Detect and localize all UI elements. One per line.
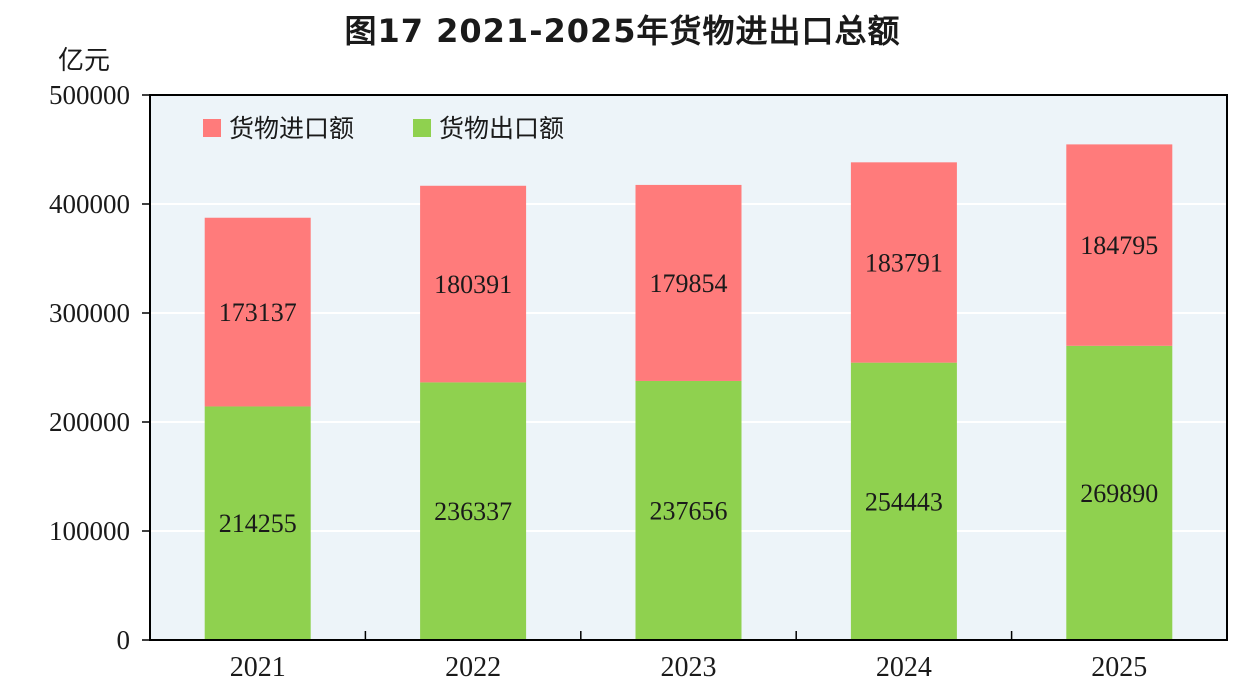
y-tick-label: 300000 <box>49 298 130 328</box>
x-tick-label: 2021 <box>230 652 286 683</box>
bar-import-2023 <box>635 184 742 381</box>
x-tick-label: 2023 <box>661 652 717 683</box>
bar-export-2024 <box>850 362 957 640</box>
data-label: 180391 <box>434 270 512 299</box>
y-tick-label: 0 <box>117 625 131 655</box>
y-tick-label: 100000 <box>49 516 130 546</box>
legend-label: 货物进口额 <box>229 114 354 143</box>
bar-export-2023 <box>635 380 742 640</box>
data-label: 173137 <box>219 298 297 327</box>
data-label: 179854 <box>650 269 728 298</box>
legend-swatch <box>413 119 431 137</box>
legend-swatch <box>203 119 221 137</box>
bar-import-2021 <box>204 217 311 407</box>
y-tick-label: 400000 <box>49 189 130 219</box>
data-label: 236337 <box>434 497 512 526</box>
data-label: 184795 <box>1080 231 1158 260</box>
plot-border <box>149 94 1228 641</box>
y-tick-label: 500000 <box>49 80 130 110</box>
bar-export-2022 <box>420 382 527 640</box>
x-tick-label: 2024 <box>876 652 932 683</box>
legend-label: 货物出口额 <box>439 114 564 143</box>
bar-import-2024 <box>850 162 957 363</box>
bar-import-2025 <box>1066 144 1173 346</box>
data-label: 237656 <box>650 496 728 525</box>
bar-import-2022 <box>420 185 527 383</box>
y-axis-unit-label: 亿元 <box>58 46 111 76</box>
bar-export-2021 <box>204 406 311 640</box>
x-tick-label: 2025 <box>1091 652 1147 683</box>
bar-export-2025 <box>1066 345 1173 640</box>
y-tick-label: 200000 <box>49 407 130 437</box>
data-label: 183791 <box>865 248 943 277</box>
x-tick-label: 2022 <box>445 652 501 683</box>
data-label: 269890 <box>1080 479 1158 508</box>
chart-title: 图17 2021-2025年货物进出口总额 <box>344 12 901 50</box>
data-label: 214255 <box>219 509 297 538</box>
data-label: 254443 <box>865 487 943 516</box>
